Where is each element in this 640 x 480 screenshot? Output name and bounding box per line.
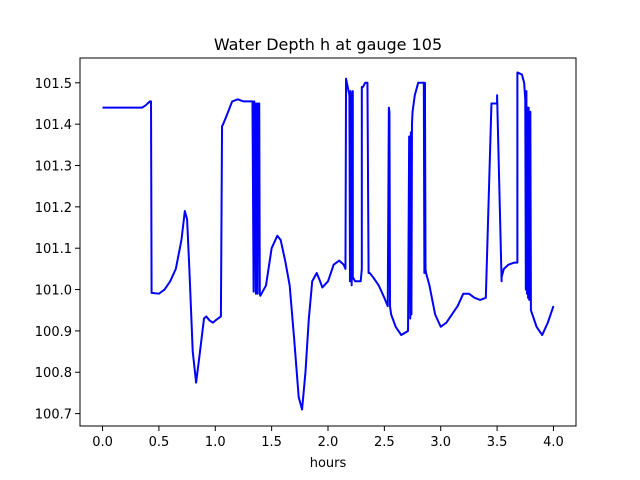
x-tick-label: 1.5 — [261, 435, 282, 450]
x-tick-label: 3.0 — [430, 435, 451, 450]
ticks-layer: 0.0 0.5 1.0 1.5 2.0 2.5 3.0 3.5 4.0 100.7 100.8 100… — [35, 77, 564, 450]
x-axis-label: hours — [310, 456, 347, 471]
x-tick-label: 3.5 — [487, 435, 508, 450]
series-line-0 — [102, 71, 555, 411]
y-tick-label: 101.4 — [35, 118, 72, 133]
x-tick-label: 0.0 — [92, 435, 113, 450]
x-tick-label: 1.0 — [205, 435, 226, 450]
y-tick-label: 100.8 — [35, 366, 72, 381]
y-tick-label: 100.9 — [35, 325, 72, 340]
y-tick-label: 101.2 — [35, 201, 72, 216]
x-tick-label: 2.0 — [318, 435, 339, 450]
y-tick-label: 100.7 — [35, 408, 72, 423]
plot-area — [80, 58, 576, 426]
x-tick-label: 0.5 — [149, 435, 170, 450]
y-tick-label: 101.3 — [35, 160, 72, 175]
x-tick-label: 2.5 — [374, 435, 395, 450]
y-tick-label: 101.5 — [35, 77, 72, 92]
y-tick-label: 101.0 — [35, 284, 72, 299]
x-tick-label: 4.0 — [543, 435, 564, 450]
chart-title: Water Depth h at gauge 105 — [214, 35, 442, 54]
y-tick-label: 101.1 — [35, 242, 72, 257]
data-layer — [102, 71, 555, 411]
plot-frame — [79, 57, 577, 427]
